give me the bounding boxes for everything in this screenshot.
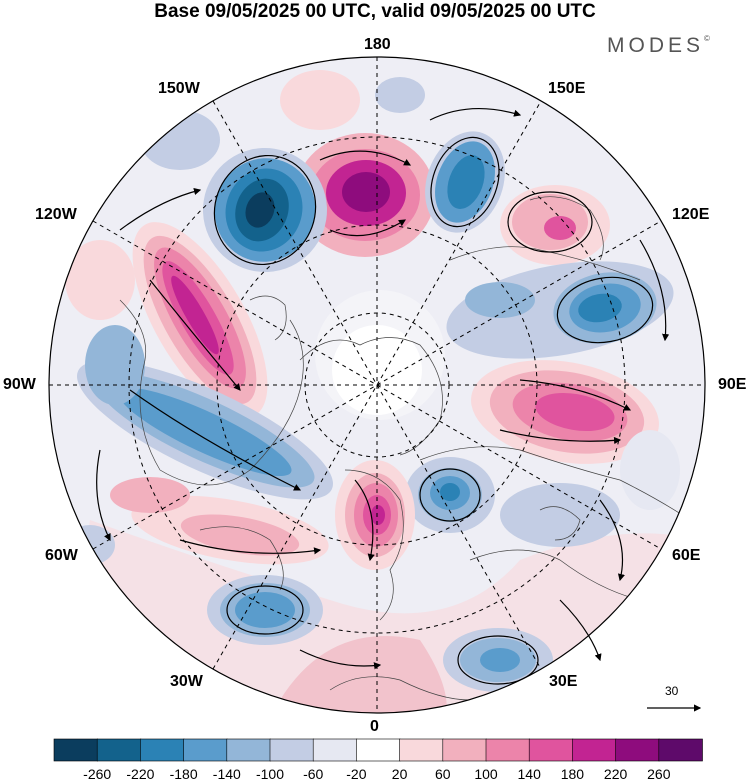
colorbar-tick-label: -220 <box>126 766 155 782</box>
colorbar-swatch <box>356 738 401 762</box>
lon-label-60e: 60E <box>672 547 701 564</box>
lon-label-30e: 30E <box>549 673 578 690</box>
colorbar-swatch <box>399 738 444 762</box>
colorbar-swatch <box>528 738 574 762</box>
anomaly-blue-160e <box>425 131 505 233</box>
anomaly-blue-30e <box>443 628 553 692</box>
colorbar-tick-label: -180 <box>169 766 198 782</box>
colorbar-tick-label: -100 <box>255 766 285 782</box>
wind-streamlines <box>96 108 670 685</box>
lon-label-120e: 120E <box>672 206 710 223</box>
anomaly-pink-130e <box>500 185 610 265</box>
lon-label-30w: 30W <box>170 673 203 690</box>
colorbar-tick-label: 180 <box>560 766 585 782</box>
lon-label-90e: 90E <box>718 376 747 393</box>
colorbar-swatch <box>485 738 531 762</box>
anomaly-pink-80e <box>471 360 659 464</box>
colorbar-swatch <box>312 738 358 762</box>
reference-vector-label: 30 <box>665 684 679 698</box>
colorbar-swatch <box>442 738 487 762</box>
colorbar-swatch <box>572 738 617 762</box>
colorbar-swatch <box>658 738 703 762</box>
anomaly-field <box>49 57 705 713</box>
colorbar-tick-label: -20 <box>346 766 367 782</box>
colorbar <box>53 738 703 762</box>
lon-label-120w: 120W <box>35 206 77 223</box>
lon-label-60w: 60W <box>45 547 78 564</box>
colorbar-tick-label: 220 <box>603 766 628 782</box>
colorbar-tick-label: 60 <box>435 766 451 782</box>
anomaly-blue-35w <box>65 525 323 645</box>
colorbar-tick-label: 140 <box>517 766 541 782</box>
colorbar-swatch <box>96 738 142 762</box>
anomaly-blue-105e <box>446 261 674 359</box>
lon-label-150e: 150E <box>548 80 586 97</box>
map-boundary <box>48 56 706 714</box>
colorbar-tick-label: 20 <box>391 766 408 782</box>
anomaly-blue-150w <box>203 148 327 272</box>
anomaly-pink-100w <box>132 222 268 418</box>
colorbar-swatch <box>53 738 99 762</box>
brand-mark: © <box>704 34 710 43</box>
colorbar-tick-label: -140 <box>212 766 241 782</box>
anomaly-blue-45e <box>405 457 620 547</box>
lon-label-180: 180 <box>364 36 391 53</box>
anomaly-pink-60w <box>110 477 329 565</box>
lon-label-150w: 150W <box>158 80 200 97</box>
graticule <box>49 57 705 713</box>
colorbar-swatch <box>269 738 315 762</box>
colorbar-swatch <box>183 738 228 762</box>
colorbar-swatch <box>140 738 185 762</box>
brand-logo: MODES© <box>607 34 710 58</box>
anomaly-pink-10w <box>335 460 415 570</box>
map-title: Base 09/05/2025 00 UTC, valid 09/05/2025… <box>154 1 596 22</box>
colorbar-swatch <box>615 738 660 762</box>
anomaly-pink-dateline <box>280 70 435 257</box>
colorbar-tick-label: -60 <box>303 766 324 782</box>
lon-label-90w: 90W <box>3 376 36 393</box>
colorbar-tick-label: 260 <box>647 766 671 782</box>
anomaly-blue-80w <box>76 325 334 500</box>
colorbar-swatch <box>226 738 271 762</box>
brand-text: MODES <box>607 34 705 57</box>
colorbar-tick-label: -260 <box>83 766 112 782</box>
lon-label-0: 0 <box>370 718 379 735</box>
colorbar-tick-label: 100 <box>474 766 498 782</box>
